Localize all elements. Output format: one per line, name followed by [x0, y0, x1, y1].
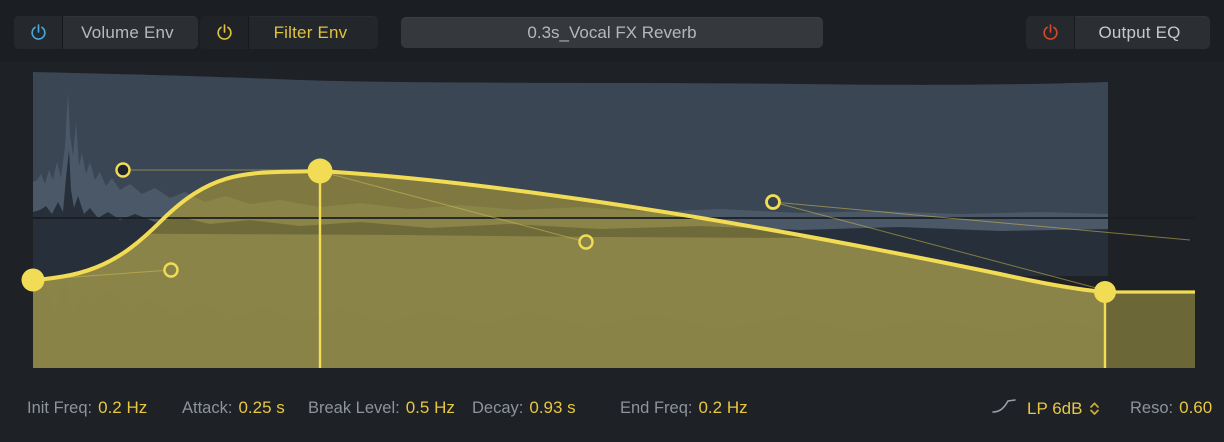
- init-freq-label: Init Freq:: [27, 399, 93, 417]
- init-freq-node[interactable]: [21, 268, 45, 292]
- decay-curve-handle-2[interactable]: [765, 194, 781, 210]
- waveform-lower-ripple: [33, 277, 1105, 368]
- output-eq-button[interactable]: Output EQ: [1026, 16, 1210, 49]
- volume-env-label: Volume Env: [81, 22, 174, 42]
- envelope-graph[interactable]: [0, 62, 1224, 380]
- decay-value[interactable]: 0.93 s: [529, 398, 576, 417]
- attack-label: Attack:: [182, 399, 233, 417]
- reso-value[interactable]: 0.60: [1179, 398, 1213, 417]
- break-level-value[interactable]: 0.5 Hz: [405, 398, 455, 417]
- decay-curve-handle[interactable]: [578, 234, 594, 250]
- decay-param[interactable]: Decay: 0.93 s: [472, 398, 576, 418]
- end-freq-param[interactable]: End Freq: 0.2 Hz: [620, 398, 748, 418]
- break-level-label: Break Level:: [308, 399, 400, 417]
- power-icon[interactable]: [1026, 16, 1075, 49]
- chevron-updown-icon[interactable]: [1089, 401, 1100, 416]
- end-freq-value[interactable]: 0.2 Hz: [698, 398, 748, 417]
- output-eq-label: Output EQ: [1098, 22, 1181, 42]
- filter-type-value[interactable]: LP 6dB: [1027, 398, 1083, 418]
- filter-env-button[interactable]: Filter Env: [200, 16, 378, 49]
- end-freq-label: End Freq:: [620, 399, 693, 417]
- envelope-tail-fill: [1105, 292, 1195, 368]
- attack-value[interactable]: 0.25 s: [238, 398, 285, 417]
- power-icon[interactable]: [14, 16, 63, 49]
- attack-curve-handle-2[interactable]: [163, 262, 179, 278]
- filter-env-label: Filter Env: [273, 22, 348, 42]
- break-level-node[interactable]: [307, 158, 333, 184]
- preset-name-value: 0.3s_Vocal FX Reverb: [527, 22, 697, 42]
- filter-slope-icon: [991, 397, 1017, 420]
- init-freq-value[interactable]: 0.2 Hz: [98, 398, 148, 417]
- parameter-bar: Init Freq: 0.2 Hz Attack: 0.25 s Break L…: [0, 380, 1224, 442]
- attack-param[interactable]: Attack: 0.25 s: [182, 398, 285, 418]
- volume-env-button[interactable]: Volume Env: [14, 16, 198, 49]
- decay-label: Decay:: [472, 399, 524, 417]
- break-level-param[interactable]: Break Level: 0.5 Hz: [308, 398, 455, 418]
- attack-curve-handle[interactable]: [115, 162, 131, 178]
- init-freq-param[interactable]: Init Freq: 0.2 Hz: [27, 398, 147, 418]
- reso-label: Reso:: [1130, 399, 1174, 417]
- filter-type-selector[interactable]: LP 6dB: [991, 397, 1100, 420]
- header-bar: Volume Env Filter Env 0.3s_Vocal FX Reve…: [0, 0, 1224, 62]
- power-icon[interactable]: [200, 16, 249, 49]
- reso-param[interactable]: Reso: 0.60: [1130, 398, 1212, 418]
- end-freq-node[interactable]: [1094, 281, 1116, 303]
- preset-name-field[interactable]: 0.3s_Vocal FX Reverb: [401, 17, 823, 48]
- handle-connectors: [59, 169, 1191, 291]
